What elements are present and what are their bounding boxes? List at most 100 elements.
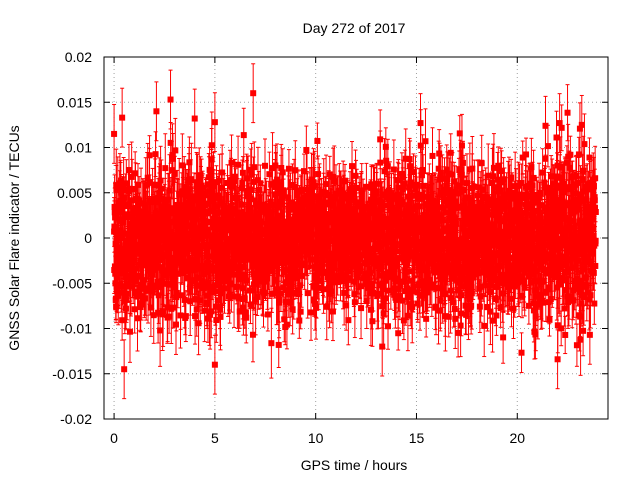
data-point [287, 299, 294, 306]
data-point [208, 308, 215, 315]
data-point [159, 311, 166, 318]
data-point [303, 146, 310, 153]
data-point [260, 207, 267, 214]
data-point [193, 306, 200, 313]
data-point [303, 251, 310, 258]
data-point [186, 159, 193, 166]
data-point [200, 270, 207, 277]
data-point [168, 167, 175, 174]
data-point [193, 260, 200, 267]
data-point [238, 201, 245, 208]
data-point [132, 185, 139, 192]
data-point [257, 180, 264, 187]
data-point [237, 271, 244, 278]
data-point [191, 277, 198, 284]
data-point [156, 189, 163, 196]
data-point [281, 316, 288, 323]
data-point [207, 197, 214, 204]
data-point [188, 278, 195, 285]
data-point [228, 177, 235, 184]
data-point [140, 277, 147, 284]
data-point [316, 248, 323, 255]
data-point [248, 171, 255, 178]
data-point [198, 183, 205, 190]
data-point [305, 225, 312, 232]
data-point [264, 311, 271, 318]
data-point [113, 303, 120, 310]
data-point [188, 176, 195, 183]
data-point [295, 291, 302, 298]
data-point [135, 181, 142, 188]
data-point [290, 290, 297, 297]
data-point [122, 305, 129, 312]
data-point [215, 247, 222, 254]
data-point [312, 221, 319, 228]
data-point [281, 222, 288, 229]
data-point [127, 283, 134, 290]
data-point [112, 240, 119, 247]
data-point [215, 209, 222, 216]
data-point [162, 165, 169, 172]
data-point [184, 222, 191, 229]
data-point [304, 290, 311, 297]
data-point [189, 267, 196, 274]
data-point [269, 266, 276, 273]
data-point [311, 182, 318, 189]
data-point [272, 183, 279, 190]
data-point [171, 284, 178, 291]
data-point [279, 169, 286, 176]
data-point [282, 245, 289, 252]
data-point [171, 170, 178, 177]
data-point [241, 295, 248, 302]
data-point [266, 234, 273, 241]
data-point [289, 306, 296, 313]
data-point [307, 187, 314, 194]
data-point [229, 183, 236, 190]
data-point [115, 292, 122, 299]
data-point [254, 231, 261, 238]
data-point [205, 279, 212, 286]
data-point [240, 304, 247, 311]
data-point [247, 301, 254, 308]
data-point [196, 282, 203, 289]
data-point [268, 340, 275, 347]
data-point [192, 296, 199, 303]
data-point [160, 308, 167, 315]
data-point [219, 169, 226, 176]
data-point [217, 313, 224, 320]
data-point [173, 289, 180, 296]
data-point [171, 207, 178, 214]
data-point [138, 300, 145, 307]
data-point [164, 196, 171, 203]
data-point [146, 179, 153, 186]
data-point [283, 298, 290, 305]
data-point [236, 212, 243, 219]
data-point [194, 184, 201, 191]
data-point [262, 162, 269, 169]
data-point [302, 210, 309, 217]
data-point [138, 240, 145, 247]
data-series [111, 63, 599, 400]
data-point [150, 284, 157, 291]
data-point [197, 210, 204, 217]
data-point [229, 271, 236, 278]
data-point [254, 177, 261, 184]
data-point [235, 161, 242, 168]
data-point [213, 317, 220, 324]
data-point [131, 219, 138, 226]
data-point [256, 212, 263, 219]
data-point [290, 239, 297, 246]
data-point [172, 147, 179, 154]
data-point [277, 290, 284, 297]
data-point [204, 210, 211, 217]
data-point [311, 245, 318, 252]
data-point [210, 264, 217, 271]
data-point [314, 209, 321, 216]
data-point [283, 321, 290, 328]
data-point [152, 151, 159, 158]
data-point [124, 246, 131, 253]
data-point [204, 315, 211, 322]
data-point [251, 164, 258, 171]
data-point [147, 304, 154, 311]
data-point [194, 235, 201, 242]
